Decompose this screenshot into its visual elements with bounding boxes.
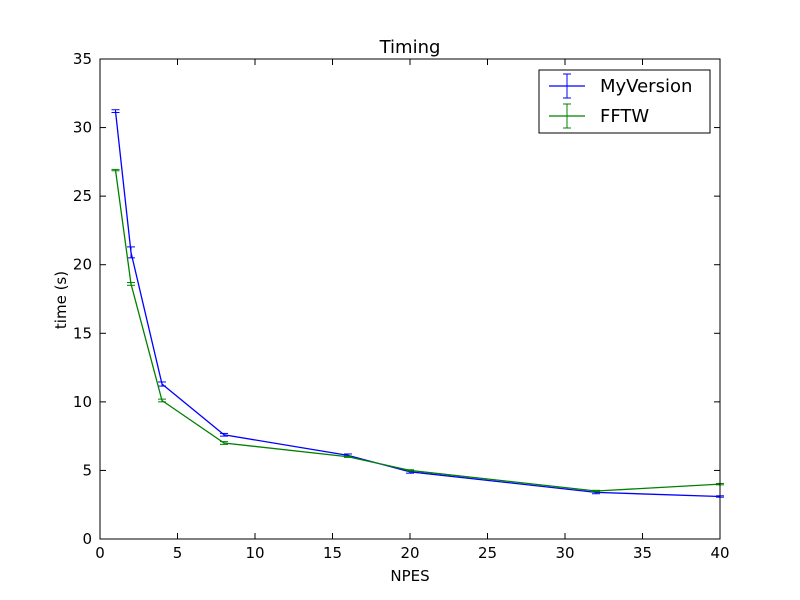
y-tick-label: 25 <box>73 187 92 205</box>
y-axis-label: time (s) <box>52 271 70 329</box>
error-bar <box>344 455 352 458</box>
y-tick-label: 15 <box>73 324 92 342</box>
legend-label: FFTW <box>600 106 649 127</box>
error-bar <box>111 168 120 172</box>
x-tick-label: 25 <box>478 544 497 562</box>
x-tick-label: 15 <box>323 544 342 562</box>
y-tick-label: 35 <box>73 50 92 68</box>
x-tick-label: 0 <box>95 544 105 562</box>
legend-entry: MyVersion <box>549 73 692 99</box>
y-tick-label: 30 <box>73 119 92 137</box>
y-tick-label: 5 <box>82 461 92 479</box>
error-bar <box>158 381 166 387</box>
error-bar <box>592 489 600 493</box>
x-tick-label: 20 <box>400 544 419 562</box>
legend: MyVersion FFTW <box>538 69 711 134</box>
error-bar <box>111 109 120 113</box>
x-tick-label: 10 <box>245 544 264 562</box>
error-bar <box>127 282 135 286</box>
series-line-0 <box>114 111 721 498</box>
x-axis-label: NPES <box>390 567 429 585</box>
x-tick-label: 30 <box>555 544 574 562</box>
error-bar <box>220 441 228 445</box>
error-bar <box>220 432 228 437</box>
chart-title: Timing <box>379 37 441 58</box>
y-tick-label: 20 <box>73 256 92 274</box>
error-bar <box>406 469 414 472</box>
y-tick-label: 0 <box>82 530 92 548</box>
x-tick-label: 35 <box>633 544 652 562</box>
error-bar <box>127 246 135 259</box>
x-tick-label: 5 <box>173 544 183 562</box>
legend-entry: FFTW <box>549 103 649 129</box>
plot-area <box>111 109 724 498</box>
error-bar <box>158 398 166 403</box>
series-line-1 <box>114 170 721 492</box>
y-tick-label: 10 <box>73 393 92 411</box>
axes: 0 5 10 15 20 25 30 35 40 0 5 10 15 20 25 30 35 <box>73 50 730 562</box>
legend-label: MyVersion <box>600 76 692 97</box>
x-tick-label: 40 <box>710 544 729 562</box>
